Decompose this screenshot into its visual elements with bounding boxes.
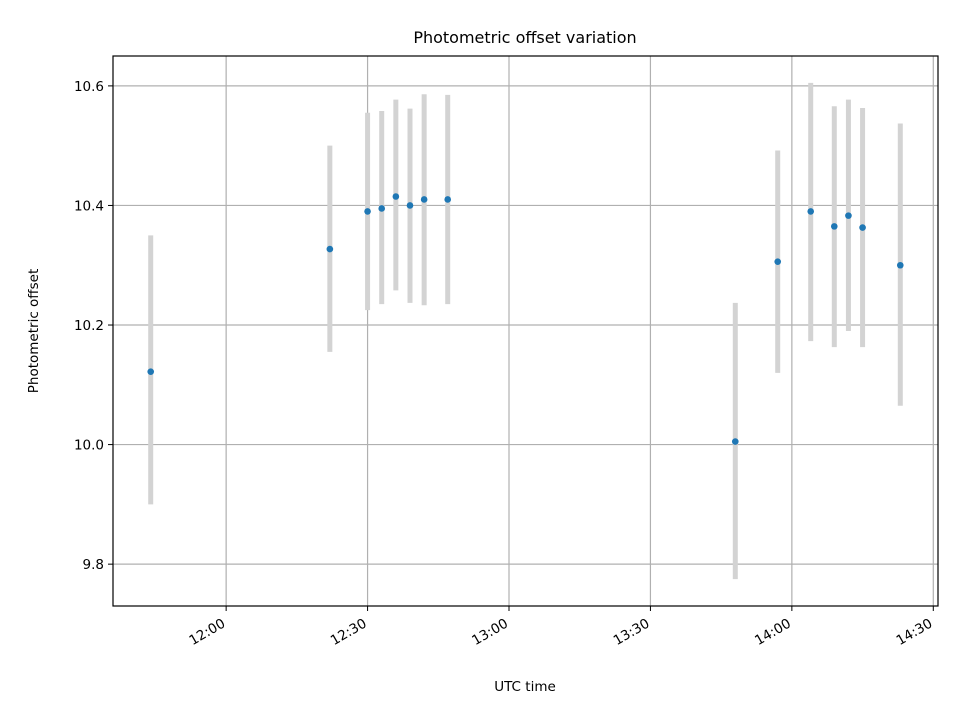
data-point [364, 208, 371, 215]
data-point [807, 208, 815, 215]
y-tick-label: 10.2 [74, 318, 104, 334]
y-tick-label: 10.6 [74, 79, 104, 95]
data-point [845, 212, 852, 219]
x-tick-label: 12:30 [328, 616, 370, 649]
x-tick-label: 13:30 [611, 616, 653, 649]
x-tick-label: 13:00 [469, 616, 511, 649]
data-point [444, 196, 452, 203]
data-point [147, 368, 155, 375]
data-point [731, 438, 739, 445]
data-point [392, 193, 400, 200]
y-tick-label: 9.8 [83, 557, 104, 573]
chart-title: Photometric offset variation [413, 28, 636, 47]
data-point [420, 196, 428, 203]
x-tick-label: 14:00 [752, 616, 794, 649]
data-point [896, 261, 904, 269]
grid-lines [113, 56, 938, 606]
y-tick-label: 10.4 [74, 198, 104, 214]
data-points [147, 193, 904, 445]
x-axis-ticks: 12:00 12:30 13:00 13:30 14:00 14:30 [186, 606, 935, 649]
y-axis-label: Photometric offset [26, 269, 42, 393]
x-tick-label: 12:00 [186, 616, 228, 649]
plot-frame [112, 55, 939, 607]
error-bars [148, 82, 903, 580]
data-point [326, 245, 334, 253]
x-axis-label: UTC time [494, 679, 556, 695]
x-tick-label: 14:30 [894, 616, 936, 649]
data-point [859, 224, 866, 231]
data-point [378, 205, 386, 212]
data-point [774, 258, 782, 265]
data-point [406, 202, 414, 209]
y-axis-ticks: 9.8 10.0 10.2 10.4 10.6 [74, 79, 113, 573]
y-tick-label: 10.0 [74, 438, 104, 454]
data-point [830, 223, 838, 230]
